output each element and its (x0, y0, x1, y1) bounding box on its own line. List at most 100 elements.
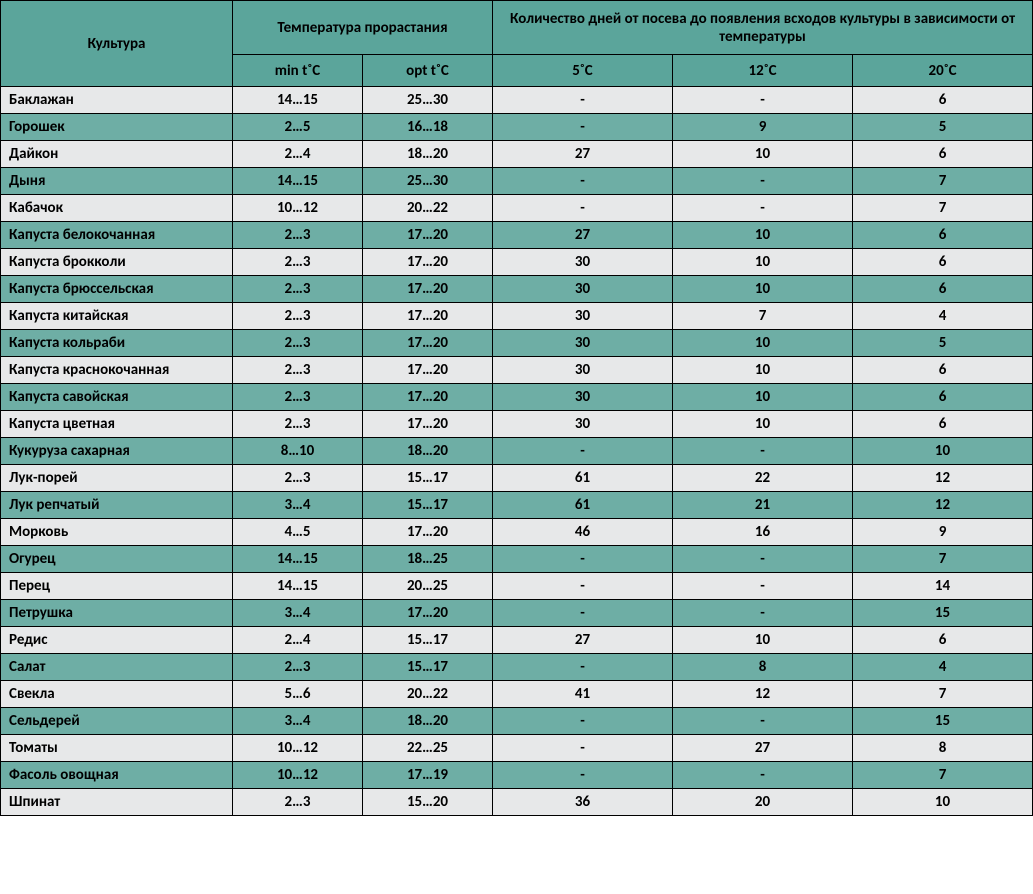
cell-culture-name: Капуста брокколи (1, 249, 233, 276)
cell-days-5c: 30 (493, 330, 673, 357)
cell-culture-name: Лук-порей (1, 465, 233, 492)
cell-min-temp: 3…4 (233, 600, 363, 627)
cell-min-temp: 10…12 (233, 195, 363, 222)
cell-opt-temp: 18…20 (363, 438, 493, 465)
cell-days-5c: - (493, 195, 673, 222)
cell-days-20c: 5 (853, 114, 1033, 141)
cell-min-temp: 3…4 (233, 708, 363, 735)
cell-days-12c: - (673, 762, 853, 789)
cell-days-20c: 6 (853, 627, 1033, 654)
cell-days-20c: 15 (853, 708, 1033, 735)
cell-opt-temp: 17…20 (363, 303, 493, 330)
cell-days-5c: 30 (493, 249, 673, 276)
cell-days-12c: 10 (673, 411, 853, 438)
cell-culture-name: Капуста савойская (1, 384, 233, 411)
cell-days-20c: 6 (853, 384, 1033, 411)
cell-opt-temp: 18…20 (363, 141, 493, 168)
cell-days-20c: 6 (853, 411, 1033, 438)
cell-days-5c: 27 (493, 141, 673, 168)
cell-min-temp: 14…15 (233, 546, 363, 573)
cell-opt-temp: 20…25 (363, 573, 493, 600)
cell-days-20c: 12 (853, 492, 1033, 519)
cell-culture-name: Свекла (1, 681, 233, 708)
cell-days-12c: 10 (673, 384, 853, 411)
cell-days-20c: 6 (853, 357, 1033, 384)
header-12c: 12˚С (673, 55, 853, 87)
cell-min-temp: 10…12 (233, 735, 363, 762)
cell-days-5c: 30 (493, 411, 673, 438)
table-row: Капуста белокочанная2…317…2027106 (1, 222, 1033, 249)
cell-culture-name: Перец (1, 573, 233, 600)
cell-opt-temp: 15…17 (363, 654, 493, 681)
table-row: Морковь4…517…2046169 (1, 519, 1033, 546)
cell-days-12c: 8 (673, 654, 853, 681)
table-row: Капуста савойская2…317…2030106 (1, 384, 1033, 411)
cell-opt-temp: 17…19 (363, 762, 493, 789)
cell-opt-temp: 20…22 (363, 195, 493, 222)
cell-culture-name: Дыня (1, 168, 233, 195)
header-20c: 20˚С (853, 55, 1033, 87)
cell-min-temp: 2…4 (233, 141, 363, 168)
cell-days-5c: 41 (493, 681, 673, 708)
table-row: Перец14…1520…25--14 (1, 573, 1033, 600)
cell-culture-name: Сельдерей (1, 708, 233, 735)
cell-days-20c: 7 (853, 762, 1033, 789)
table-row: Капуста брокколи2…317…2030106 (1, 249, 1033, 276)
cell-min-temp: 2…3 (233, 357, 363, 384)
cell-opt-temp: 17…20 (363, 276, 493, 303)
cell-min-temp: 2…3 (233, 789, 363, 816)
cell-min-temp: 2…3 (233, 222, 363, 249)
table-body: Баклажан14…1525…30--6Горошек2…516…18-95Д… (1, 87, 1033, 816)
cell-days-12c: - (673, 708, 853, 735)
cell-days-12c: - (673, 87, 853, 114)
cell-culture-name: Кабачок (1, 195, 233, 222)
table-row: Шпинат2…315…20362010 (1, 789, 1033, 816)
cell-days-12c: 16 (673, 519, 853, 546)
cell-min-temp: 2…3 (233, 411, 363, 438)
cell-days-5c: 27 (493, 627, 673, 654)
cell-min-temp: 2…3 (233, 654, 363, 681)
table-row: Редис2…415…1727106 (1, 627, 1033, 654)
cell-days-12c: 10 (673, 357, 853, 384)
cell-days-20c: 4 (853, 654, 1033, 681)
cell-min-temp: 2…4 (233, 627, 363, 654)
header-days-group: Количество дней от посева до появления в… (493, 1, 1033, 55)
cell-opt-temp: 18…25 (363, 546, 493, 573)
cell-days-20c: 10 (853, 789, 1033, 816)
table-row: Салат2…315…17-84 (1, 654, 1033, 681)
cell-min-temp: 2…3 (233, 384, 363, 411)
cell-days-5c: 36 (493, 789, 673, 816)
cell-days-12c: - (673, 195, 853, 222)
cell-days-12c: - (673, 168, 853, 195)
cell-days-5c: 30 (493, 276, 673, 303)
table-row: Кукуруза сахарная8…1018…20--10 (1, 438, 1033, 465)
cell-days-12c: 21 (673, 492, 853, 519)
cell-min-temp: 10…12 (233, 762, 363, 789)
cell-culture-name: Горошек (1, 114, 233, 141)
cell-min-temp: 4…5 (233, 519, 363, 546)
table-row: Огурец14…1518…25--7 (1, 546, 1033, 573)
cell-culture-name: Капуста краснокочанная (1, 357, 233, 384)
cell-culture-name: Капуста кольраби (1, 330, 233, 357)
cell-days-12c: 10 (673, 141, 853, 168)
header-5c: 5˚С (493, 55, 673, 87)
cell-min-temp: 8…10 (233, 438, 363, 465)
cell-days-20c: 6 (853, 141, 1033, 168)
table-row: Свекла5…620…2241127 (1, 681, 1033, 708)
table-row: Дыня14…1525…30--7 (1, 168, 1033, 195)
cell-culture-name: Капуста белокочанная (1, 222, 233, 249)
cell-culture-name: Петрушка (1, 600, 233, 627)
cell-days-20c: 6 (853, 276, 1033, 303)
cell-days-12c: 10 (673, 222, 853, 249)
cell-days-12c: - (673, 573, 853, 600)
cell-days-20c: 8 (853, 735, 1033, 762)
cell-opt-temp: 25…30 (363, 87, 493, 114)
cell-opt-temp: 17…20 (363, 519, 493, 546)
table-row: Фасоль овощная10…1217…19--7 (1, 762, 1033, 789)
cell-culture-name: Шпинат (1, 789, 233, 816)
cell-min-temp: 2…5 (233, 114, 363, 141)
cell-days-5c: - (493, 654, 673, 681)
cell-opt-temp: 25…30 (363, 168, 493, 195)
cell-days-5c: - (493, 438, 673, 465)
cell-days-5c: - (493, 168, 673, 195)
